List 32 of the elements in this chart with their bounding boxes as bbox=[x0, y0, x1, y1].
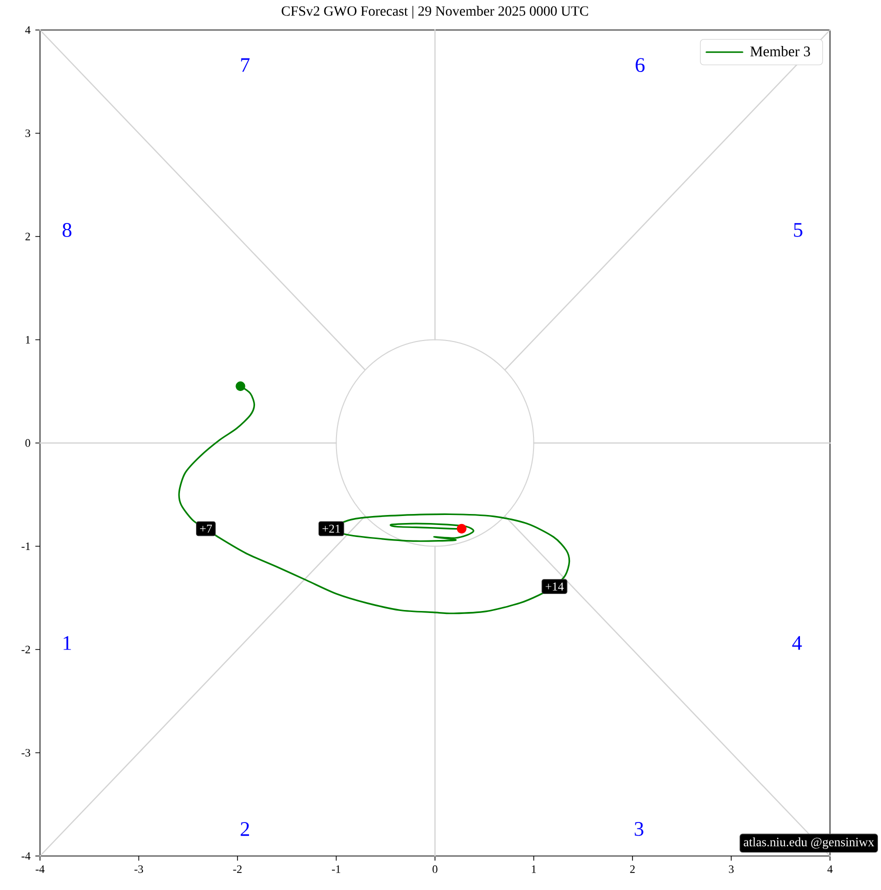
y-tick-label: 2 bbox=[25, 232, 30, 240]
y-tick-label: -2 bbox=[22, 646, 30, 654]
y-tick-label: 0 bbox=[25, 439, 30, 447]
annotation: 6 bbox=[636, 58, 645, 72]
annotation: 7 bbox=[241, 58, 250, 72]
x-tick-label: 1 bbox=[532, 865, 536, 873]
annotation: 1 bbox=[64, 636, 71, 650]
x-tick-label: -3 bbox=[134, 865, 144, 873]
x-tick-label: -1 bbox=[332, 865, 340, 873]
point bbox=[456, 524, 466, 534]
y-tick-label: 4 bbox=[25, 26, 30, 34]
y-tick-label: -4 bbox=[22, 852, 30, 860]
chart-title: CFSv2 GWO Forecast | 29 November 2025 0000 UTC bbox=[282, 6, 588, 19]
point bbox=[236, 381, 246, 392]
annotation: 4 bbox=[792, 636, 802, 650]
annotation: atlas.niu.edu @gensiniwx bbox=[744, 837, 874, 849]
x-tick-label: 3 bbox=[728, 865, 734, 873]
y-tick-label: -1 bbox=[22, 542, 30, 550]
annotation: 8 bbox=[62, 223, 72, 237]
y-tick-label: 1 bbox=[26, 336, 30, 344]
annotation: 5 bbox=[794, 223, 802, 237]
annotation: +7 bbox=[200, 524, 212, 533]
x-tick-label: 4 bbox=[827, 865, 833, 873]
x-tick-label: 0 bbox=[432, 865, 438, 874]
x-tick-label: 2 bbox=[630, 865, 635, 873]
x-tick-label: -4 bbox=[36, 865, 45, 873]
y-tick-label: -3 bbox=[22, 748, 30, 757]
annotation: 2 bbox=[240, 822, 250, 836]
legend-label: Member 3 bbox=[750, 46, 810, 56]
annotation: 3 bbox=[634, 822, 644, 836]
y-tick-label: 3 bbox=[26, 129, 30, 138]
x-tick-label: -2 bbox=[233, 865, 242, 873]
